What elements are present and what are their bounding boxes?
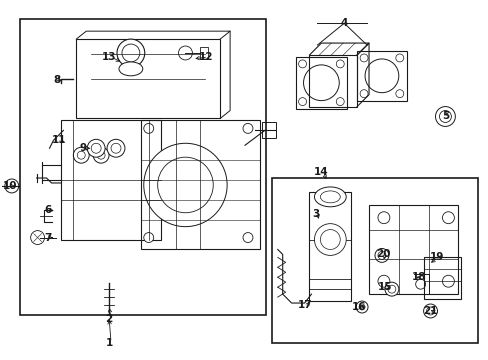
Ellipse shape [365,59,398,93]
Text: 12: 12 [199,52,213,62]
Circle shape [298,98,306,105]
Circle shape [111,143,121,153]
Circle shape [415,279,425,289]
Text: 3: 3 [311,209,319,219]
Text: 2: 2 [105,314,112,324]
Circle shape [298,60,306,68]
Circle shape [359,90,367,98]
Text: 6: 6 [44,205,51,215]
Circle shape [384,282,398,296]
Circle shape [178,46,192,60]
Bar [271,178,477,343]
Bar [61,121,161,239]
Circle shape [93,147,109,163]
Circle shape [426,307,434,315]
Circle shape [243,123,252,133]
Ellipse shape [320,191,340,203]
Circle shape [143,143,226,227]
Circle shape [439,111,450,122]
Circle shape [107,139,124,157]
Circle shape [423,304,437,318]
Circle shape [314,224,346,255]
Bar [368,205,457,294]
Circle shape [97,151,105,159]
Circle shape [91,143,101,153]
Circle shape [395,54,403,62]
Circle shape [377,251,385,260]
Circle shape [395,90,403,98]
Text: 10: 10 [2,181,17,191]
Bar [309,192,350,301]
Circle shape [243,233,252,243]
Circle shape [377,275,389,287]
Circle shape [374,248,388,262]
Text: 1: 1 [105,338,112,348]
Bar [141,121,259,249]
Circle shape [5,179,19,193]
Bar [295,57,346,109]
Bar [423,257,460,299]
Bar [200,47,208,59]
Text: 18: 18 [410,272,425,282]
Ellipse shape [303,65,339,100]
Text: 21: 21 [423,306,437,316]
Bar [309,55,356,107]
Text: 16: 16 [351,302,366,312]
Circle shape [77,151,85,159]
Bar [20,19,265,315]
Circle shape [359,54,367,62]
Circle shape [31,231,44,244]
Circle shape [143,123,153,133]
Text: 4: 4 [340,18,347,28]
Circle shape [442,275,453,287]
Circle shape [320,230,340,249]
Ellipse shape [314,187,346,207]
Text: 19: 19 [428,252,443,262]
Circle shape [122,44,140,62]
Text: 20: 20 [375,249,389,260]
Text: 14: 14 [313,167,328,177]
Circle shape [336,60,344,68]
Circle shape [117,39,144,67]
Text: 15: 15 [377,282,391,292]
Text: 9: 9 [80,143,87,153]
Circle shape [143,233,153,243]
Text: 8: 8 [54,75,61,85]
Text: 17: 17 [298,300,312,310]
Circle shape [377,212,389,224]
Circle shape [73,147,89,163]
Circle shape [336,98,344,105]
Text: 5: 5 [441,112,448,121]
Circle shape [355,301,367,313]
Bar [356,51,406,100]
Bar [76,39,220,118]
Circle shape [442,212,453,224]
Circle shape [387,285,395,293]
Text: 11: 11 [52,135,66,145]
Text: 13: 13 [102,52,116,62]
Circle shape [435,107,454,126]
Circle shape [157,157,213,213]
Circle shape [358,304,365,310]
Bar [262,122,275,138]
Ellipse shape [119,62,142,76]
Text: 7: 7 [44,233,51,243]
Circle shape [87,139,105,157]
